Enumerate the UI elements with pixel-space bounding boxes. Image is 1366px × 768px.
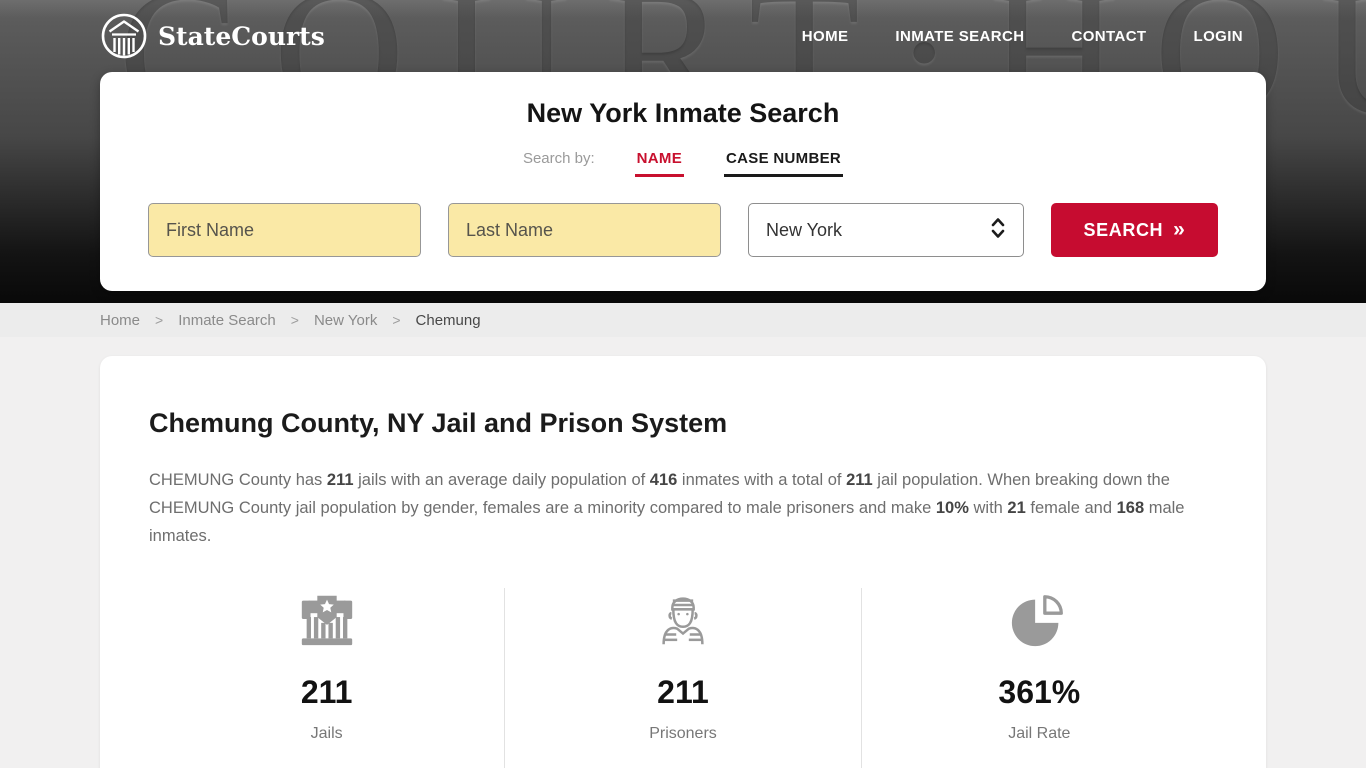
county-heading: Chemung County, NY Jail and Prison Syste… xyxy=(149,408,728,438)
paragraph-segment: jails with an average daily population o… xyxy=(353,471,650,489)
page-title: New York Inmate Search xyxy=(526,98,840,128)
paragraph-segment: jail population. When breaking down the … xyxy=(149,471,1170,517)
county-summary-paragraph: CHEMUNG County has 211 jails with an ave… xyxy=(149,466,1217,550)
stat-prisoners: 211 Prisoners xyxy=(504,588,860,768)
breadcrumb-home[interactable]: Home xyxy=(100,311,141,329)
prisoners-label: Prisoners xyxy=(649,725,717,742)
top-navigation-bar: StateCourts HOME INMATE SEARCH CONTACT L… xyxy=(0,0,1366,72)
main-content: Chemung County, NY Jail and Prison Syste… xyxy=(0,337,1366,768)
county-info-card: Chemung County, NY Jail and Prison Syste… xyxy=(100,356,1266,768)
prisoner-icon xyxy=(505,588,860,650)
breadcrumb: Home > Inmate Search > New York > Chemun… xyxy=(0,303,1366,337)
jail-rate-value: 361% xyxy=(998,674,1081,710)
search-button[interactable]: SEARCH » xyxy=(1051,203,1218,257)
paragraph-segment: inmates with a total of xyxy=(677,471,847,489)
stat-jail-rate: 361% Jail Rate xyxy=(860,588,1217,768)
tab-name[interactable]: NAME xyxy=(634,150,685,177)
nav-item-login[interactable]: LOGIN xyxy=(1193,27,1243,45)
paragraph-segment: with xyxy=(968,499,1008,517)
female-percent-inline: 10% xyxy=(935,499,969,517)
jail-rate-label: Jail Rate xyxy=(1008,725,1071,742)
breadcrumb-separator-icon: > xyxy=(290,312,299,328)
jail-building-icon xyxy=(149,588,504,650)
pie-chart-icon xyxy=(862,588,1217,650)
main-nav: HOME INMATE SEARCH CONTACT LOGIN xyxy=(802,28,1243,45)
courthouse-logo-icon xyxy=(100,12,148,60)
daily-population-inline: 416 xyxy=(649,471,678,489)
state-select[interactable]: New York xyxy=(748,203,1024,257)
jails-label: Jails xyxy=(310,725,343,742)
breadcrumb-inmate-search[interactable]: Inmate Search xyxy=(178,311,276,329)
search-form: New York SEARCH » xyxy=(100,203,1266,257)
breadcrumb-current-chemung: Chemung xyxy=(415,311,481,329)
prisoners-count: 211 xyxy=(657,674,709,710)
stat-jails: 211 Jails xyxy=(149,588,504,768)
breadcrumb-separator-icon: > xyxy=(155,312,164,328)
state-select-value: New York xyxy=(766,219,843,240)
paragraph-segment: male inmates. xyxy=(149,499,1185,545)
stats-row: 211 Jails xyxy=(149,588,1217,768)
female-count-inline: 21 xyxy=(1007,499,1026,517)
nav-item-contact[interactable]: CONTACT xyxy=(1071,27,1147,45)
search-by-label: Search by: xyxy=(522,150,595,167)
brand-logo[interactable]: StateCourts xyxy=(100,12,325,60)
double-chevron-icon: » xyxy=(1173,217,1186,241)
jails-count: 211 xyxy=(300,674,353,710)
breadcrumb-new-york[interactable]: New York xyxy=(313,311,378,329)
search-by-row: Search by: NAME CASE NUMBER xyxy=(100,150,1266,177)
nav-item-inmate-search[interactable]: INMATE SEARCH xyxy=(895,27,1025,45)
select-caret-icon xyxy=(987,215,1009,246)
paragraph-segment: CHEMUNG County has xyxy=(149,471,327,489)
site-header: COURT·HOUSE StateCourts HOME INMATE SEAR… xyxy=(0,0,1366,303)
brand-name: StateCourts xyxy=(158,21,325,51)
breadcrumb-separator-icon: > xyxy=(392,312,401,328)
male-count-inline: 168 xyxy=(1116,499,1145,517)
search-button-label: SEARCH xyxy=(1083,219,1164,240)
jail-population-inline: 211 xyxy=(846,471,873,489)
jails-count-inline: 211 xyxy=(326,471,354,489)
nav-item-home[interactable]: HOME xyxy=(801,27,849,45)
first-name-input[interactable] xyxy=(148,203,421,257)
inmate-search-card: New York Inmate Search Search by: NAME C… xyxy=(100,72,1266,291)
tab-case-number[interactable]: CASE NUMBER xyxy=(724,150,844,177)
paragraph-segment: female and xyxy=(1025,499,1117,517)
last-name-input[interactable] xyxy=(448,203,721,257)
